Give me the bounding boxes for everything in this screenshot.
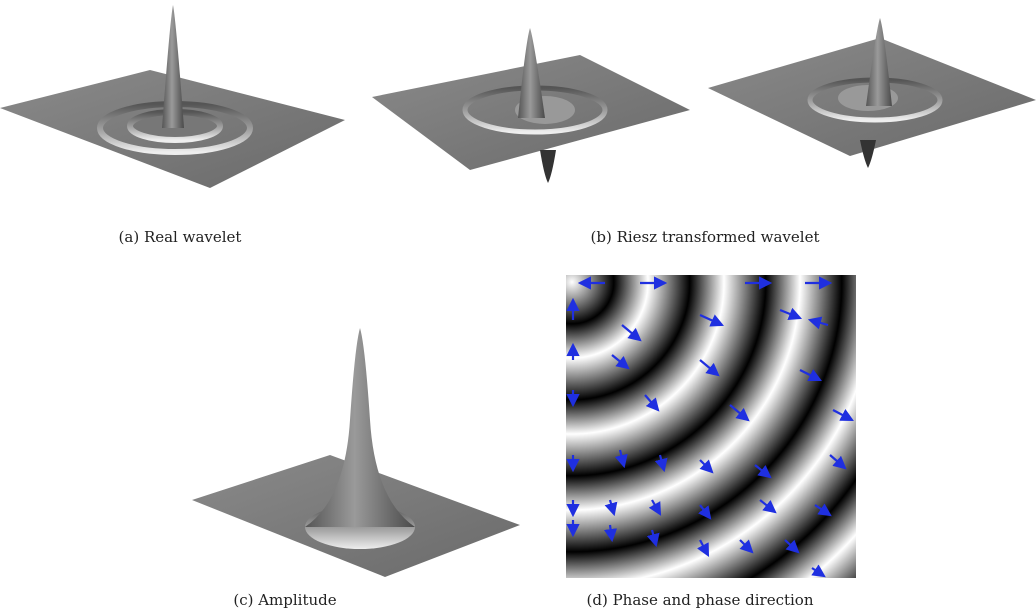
- riesz-wavelet-surface-1: [372, 28, 690, 183]
- figure-art: [0, 0, 1036, 616]
- amplitude-surface: [192, 328, 520, 577]
- caption: (b) Riesz transformed wavelet: [591, 228, 820, 246]
- real-wavelet-surface: [0, 5, 345, 188]
- figure: (a) Real wavelet (b) Riesz transformed w…: [0, 0, 1036, 616]
- caption: (a) Real wavelet: [119, 228, 242, 246]
- phase-map: [566, 275, 856, 578]
- caption: (d) Phase and phase direction: [587, 591, 814, 609]
- caption: (c) Amplitude: [233, 591, 336, 609]
- riesz-wavelet-surface-2: [708, 18, 1036, 168]
